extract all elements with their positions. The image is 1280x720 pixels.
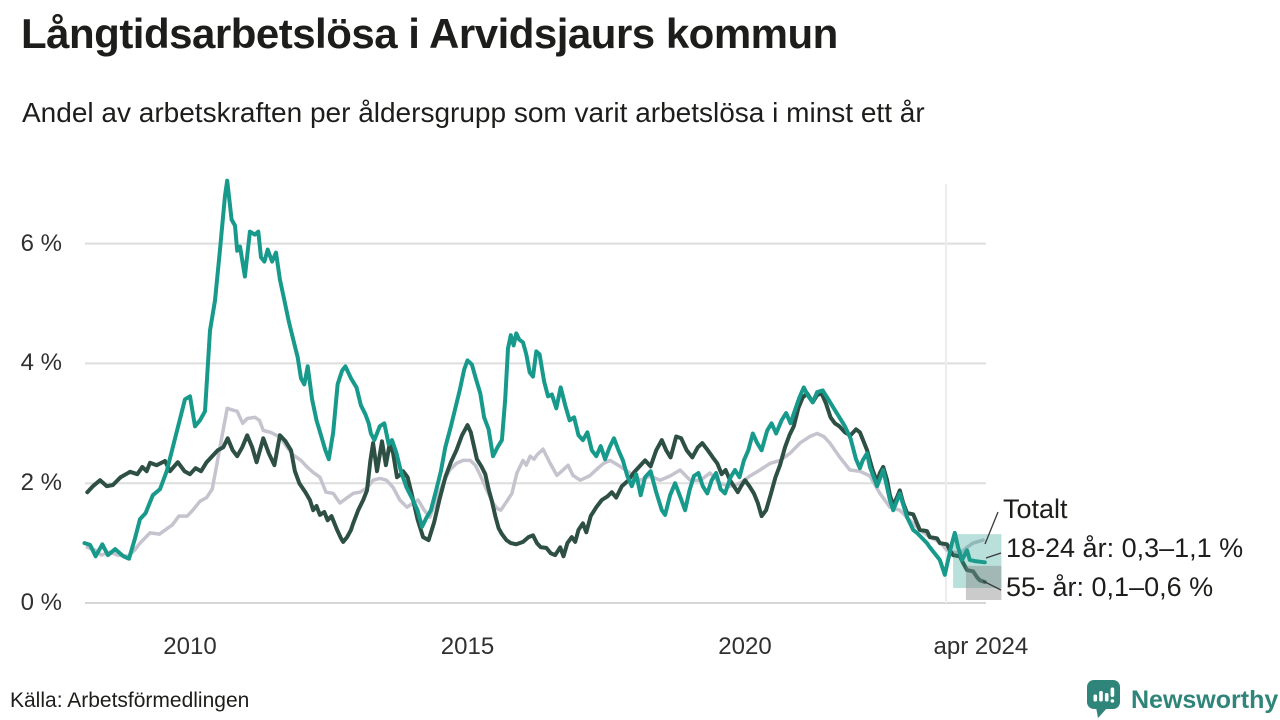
annotation-totalt: Totalt — [1003, 494, 1068, 524]
range-band-55-r — [965, 565, 1002, 601]
brand-wordmark: Newsworthy — [1131, 685, 1279, 714]
range-band-18-24-r — [953, 534, 1002, 589]
series-line-18-24-r — [82, 178, 987, 577]
x-tick-label-apr-2024: apr 2024 — [933, 633, 1029, 660]
source-note: Källa: Arbetsförmedlingen — [10, 689, 250, 712]
y-tick-label-0: 0 % — [20, 589, 62, 616]
leader-line-0 — [984, 511, 999, 545]
x-tick-label-2015: 2015 — [440, 633, 495, 660]
chart-subtitle: Andel av arbetskraften per åldersgrupp s… — [22, 97, 925, 128]
y-tick-label-6: 6 % — [20, 229, 62, 257]
y-tick-label-4: 4 % — [20, 349, 62, 377]
leader-line-1 — [985, 552, 1002, 559]
annotation-55: 55- år: 0,1–0,6 % — [1006, 572, 1214, 602]
x-tick-label-2010: 2010 — [163, 633, 217, 660]
x-tick-label-2020: 2020 — [718, 633, 772, 660]
y-tick-label-2: 2 % — [20, 469, 62, 497]
brand-logo: Newsworthy — [1086, 679, 1278, 719]
leader-line-2 — [982, 580, 1002, 591]
page-title: Långtidsarbetslösa i Arvidsjaurs kommun — [21, 10, 838, 57]
newsworthy-pin-icon — [1087, 680, 1120, 718]
series-line-55-r — [85, 391, 987, 584]
annotation-18-24: 18-24 år: 0,3–1,1 % — [1006, 533, 1244, 563]
